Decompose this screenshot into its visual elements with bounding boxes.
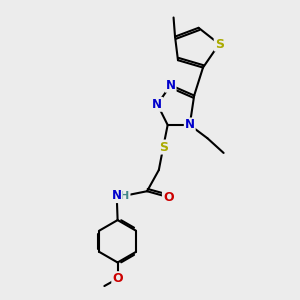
Text: N: N <box>152 98 162 111</box>
Text: O: O <box>163 190 174 204</box>
Text: N: N <box>166 79 176 92</box>
Text: S: S <box>159 141 168 154</box>
Text: N: N <box>185 118 195 131</box>
Text: O: O <box>112 272 123 285</box>
Text: H: H <box>120 190 130 201</box>
Text: S: S <box>215 38 224 50</box>
Text: N: N <box>112 189 122 202</box>
